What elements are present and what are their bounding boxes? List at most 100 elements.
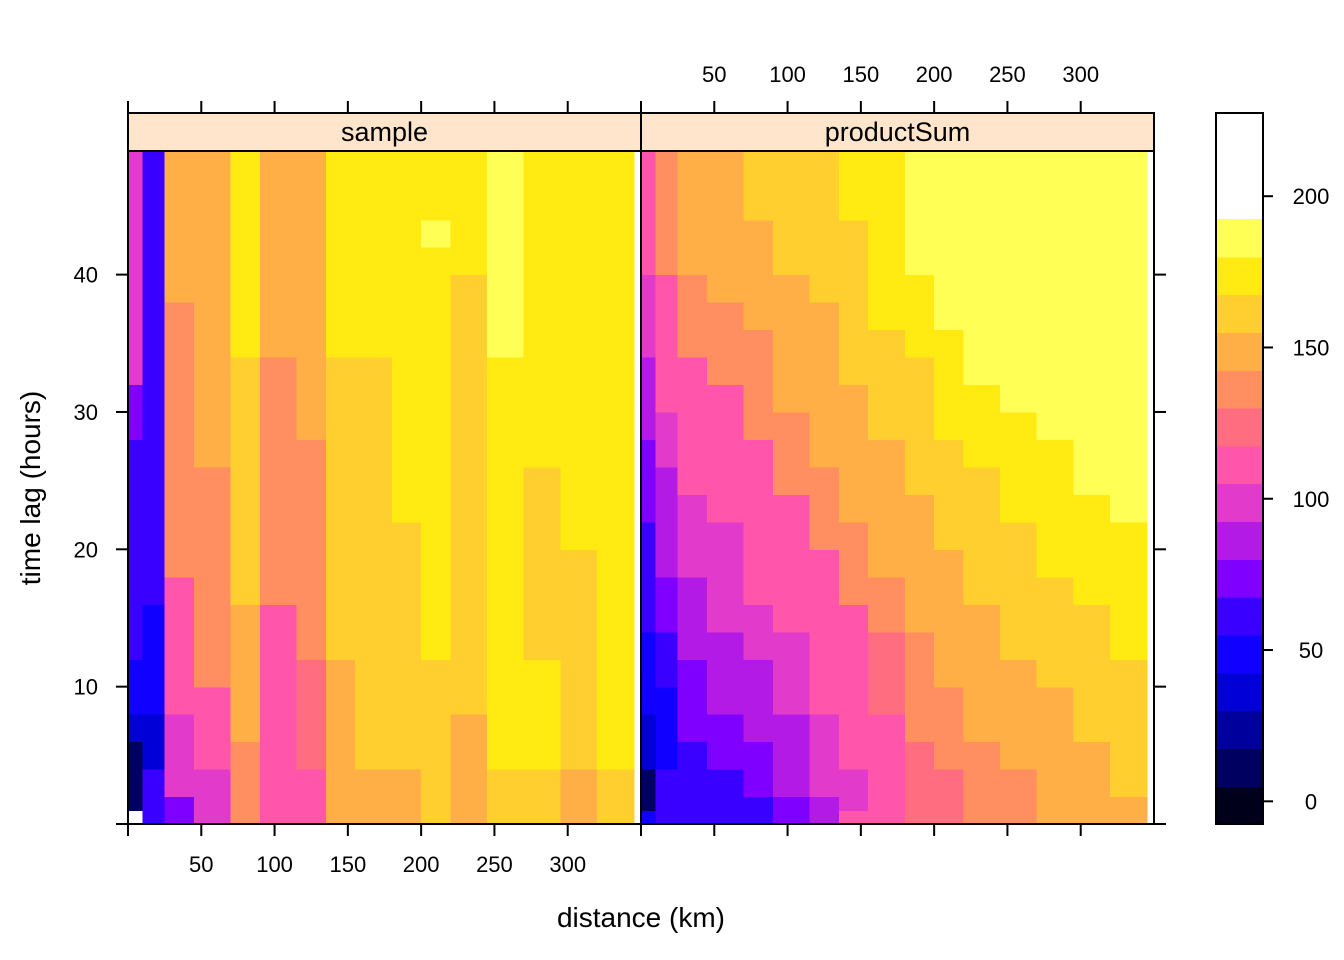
heat-cell	[597, 576, 635, 605]
heat-cell	[391, 686, 422, 715]
heat-cell	[772, 411, 811, 441]
heat-cell	[706, 357, 745, 386]
heat-cell	[450, 549, 488, 578]
heat-cell	[677, 411, 708, 441]
heat-cell	[655, 741, 679, 770]
heat-cell	[296, 659, 327, 688]
heat-cell	[421, 631, 452, 660]
heat-cell	[1036, 714, 1074, 743]
heat-cell	[325, 302, 356, 331]
heat-cell	[963, 151, 1001, 166]
heat-cell	[142, 769, 166, 798]
heat-cell	[655, 164, 679, 193]
heat-cell	[772, 604, 811, 633]
heat-cell	[355, 219, 393, 248]
colorkey-swatch	[1216, 256, 1263, 296]
heat-cell	[128, 576, 144, 605]
heat-cell	[1036, 769, 1074, 798]
heat-cell	[230, 151, 261, 166]
heat-cell	[1000, 357, 1038, 386]
heat-cell	[838, 494, 869, 523]
heat-cell	[230, 810, 261, 825]
heat-cell	[934, 631, 965, 660]
heat-cell	[259, 164, 298, 193]
heat-cell	[838, 164, 869, 193]
heat-cell	[523, 796, 561, 811]
heat-cell	[772, 686, 811, 715]
heat-cell	[641, 604, 657, 633]
heat-cell	[868, 810, 906, 825]
heat-cell	[934, 494, 965, 523]
heat-cell	[230, 357, 261, 386]
heat-cell	[963, 549, 1001, 578]
heat-cell	[743, 796, 774, 811]
heat-cell	[560, 631, 598, 660]
heat-cell	[743, 302, 774, 331]
heat-cell	[809, 247, 840, 276]
heat-cell	[809, 810, 840, 825]
heat-cell	[655, 411, 679, 441]
heat-cell	[904, 384, 935, 413]
heat-cell	[1036, 686, 1074, 715]
heat-cell	[296, 604, 327, 633]
heat-cell	[193, 576, 232, 605]
heat-cell	[325, 604, 356, 633]
heat-cell	[904, 219, 935, 248]
heat-cell	[1110, 494, 1148, 523]
heat-cell	[193, 219, 232, 248]
heat-cell	[597, 247, 635, 276]
heat-cell	[963, 192, 1001, 221]
heat-cell	[743, 274, 774, 303]
heat-cell	[391, 604, 422, 633]
colorkey-frame	[1215, 112, 1264, 825]
heat-cell	[597, 411, 635, 441]
heat-cell	[743, 604, 774, 633]
colorkey-tick-label: 150	[1293, 335, 1330, 360]
heat-cell	[706, 439, 745, 468]
heat-cell	[706, 686, 745, 715]
heat-cell	[904, 796, 935, 811]
heat-cell	[809, 164, 840, 193]
heat-cell	[868, 521, 906, 550]
heat-cell	[597, 769, 635, 798]
heat-cell	[523, 357, 561, 386]
heat-cell	[1110, 604, 1148, 633]
heat-cell	[164, 521, 195, 550]
heat-cell	[677, 686, 708, 715]
heat-cell	[355, 714, 393, 743]
heat-cell	[523, 384, 561, 413]
heat-cell	[230, 659, 261, 688]
heat-cell	[325, 357, 356, 386]
heat-cell	[904, 741, 935, 770]
heat-cell	[904, 274, 935, 303]
heat-cell	[487, 576, 525, 605]
heat-cell	[487, 274, 525, 303]
heat-cell	[934, 329, 965, 358]
heat-cell	[904, 686, 935, 715]
heat-cell	[487, 466, 525, 495]
heat-cell	[838, 769, 869, 798]
heat-cell	[1110, 659, 1148, 688]
heat-cell	[142, 411, 166, 441]
heat-cell	[963, 631, 1001, 660]
heat-cell	[325, 164, 356, 193]
heat-cell	[164, 810, 195, 825]
heat-cell	[963, 302, 1001, 331]
heat-cell	[142, 247, 166, 276]
heat-cell	[487, 302, 525, 331]
heat-cell	[641, 247, 657, 276]
heat-cell	[597, 549, 635, 578]
heat-cell	[1110, 192, 1148, 221]
heat-cell	[523, 411, 561, 441]
heat-cell	[450, 604, 488, 633]
heat-cell	[560, 384, 598, 413]
heat-cell	[230, 741, 261, 770]
heat-cell	[677, 714, 708, 743]
heat-cell	[706, 164, 745, 193]
heat-cell	[1073, 192, 1111, 221]
colorkey-tick-label: 100	[1293, 487, 1330, 512]
heat-cell	[164, 219, 195, 248]
heat-cell	[142, 741, 166, 770]
heat-cell	[772, 329, 811, 358]
heat-cell	[868, 219, 906, 248]
